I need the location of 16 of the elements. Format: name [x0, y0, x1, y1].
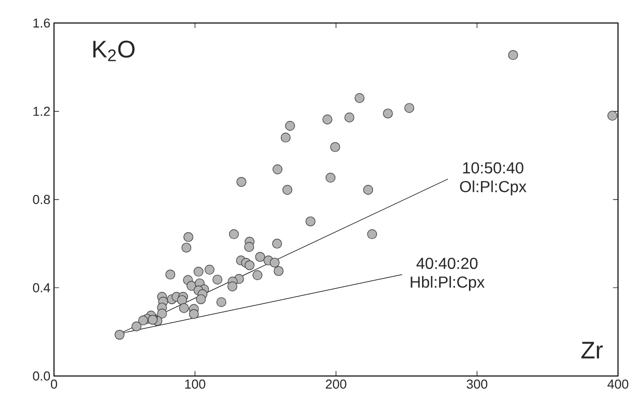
y-tick-label: 0.8 [32, 194, 50, 204]
y-tick-label: 0.0 [32, 371, 50, 381]
y-axis-title: K$_{2}$O [93, 40, 135, 62]
x-tick-label: 100 [185, 380, 206, 389]
x-tick-label: 200 [326, 380, 346, 389]
y-tick-label: 0.4 [32, 283, 50, 292]
annotation: Hbl:Pl:Cpx [410, 276, 485, 291]
annotation: 40:40:20 [416, 258, 478, 270]
y-tick-label: 1.2 [33, 106, 50, 116]
y-tick-label: 1.6 [33, 18, 50, 28]
x-tick-label: 0 [50, 380, 58, 389]
x-tick-label: 300 [466, 380, 488, 389]
annotation: Ol:Pl:Cpx [460, 180, 526, 196]
x-axis-title: Zr [581, 342, 603, 358]
annotation: 10:50:40 [463, 162, 524, 174]
x-tick-label: 400 [608, 380, 628, 389]
